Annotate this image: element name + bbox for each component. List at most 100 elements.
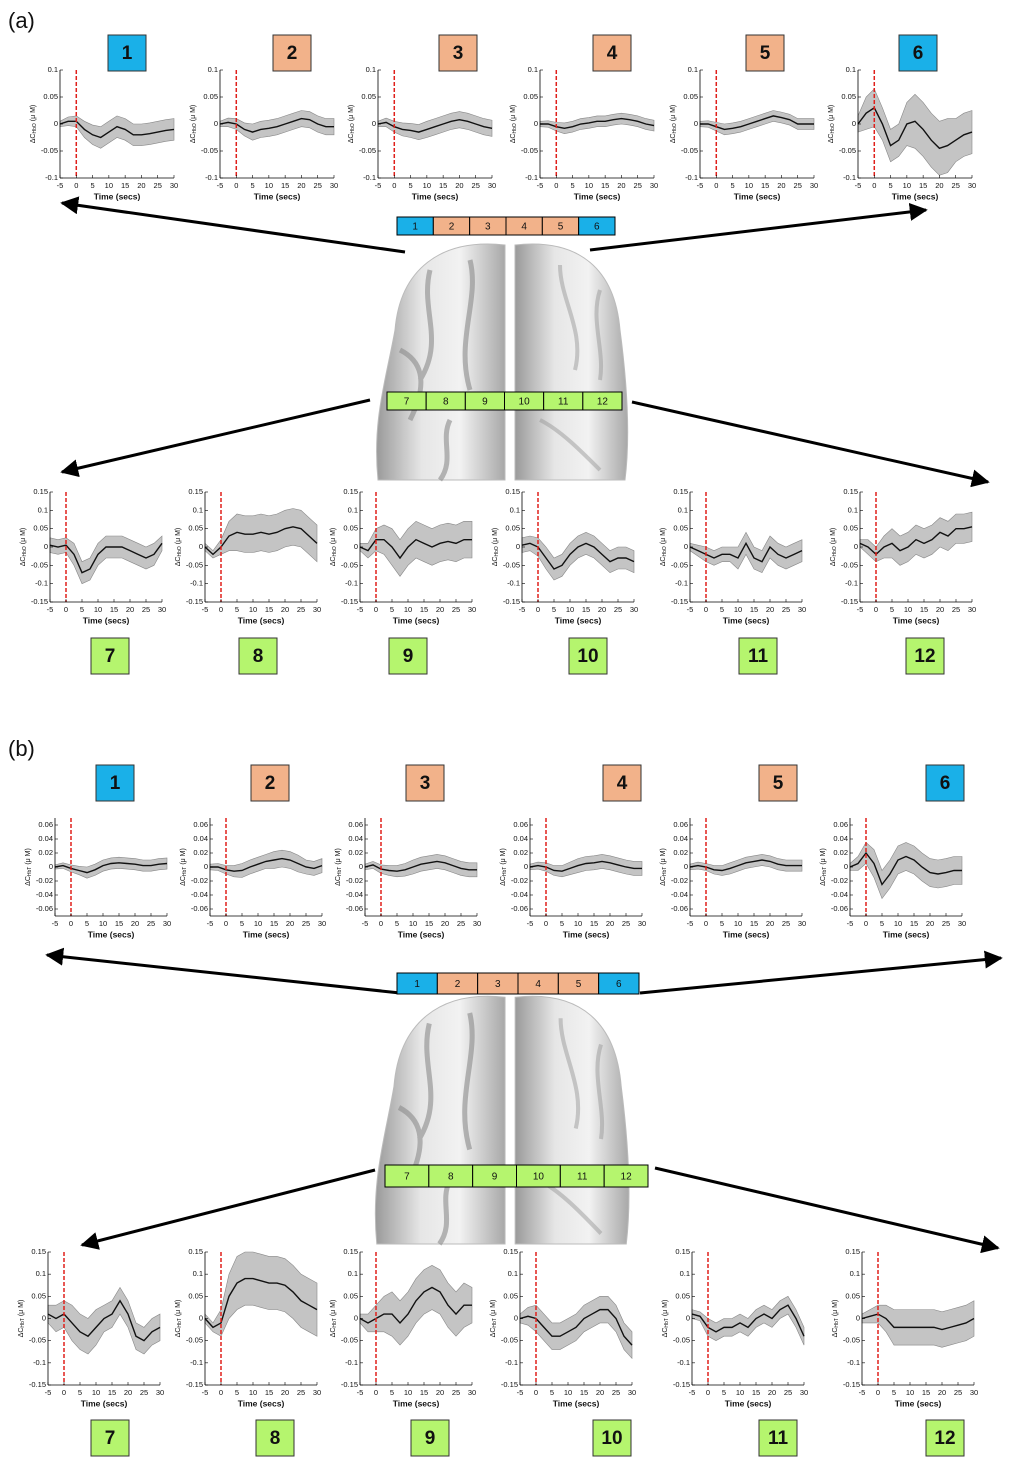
x-tick-label: 10 [105,181,113,190]
channel-label: 2 [455,979,461,990]
x-tick-label: 30 [958,919,966,928]
x-tick-label: 15 [110,605,118,614]
y-tick-label: -0.05 [501,1336,518,1345]
y-tick-label: 0.05 [673,524,688,533]
region-label: 3 [453,43,464,64]
y-axis-label: ΔCHbO(μ M) [330,528,338,567]
x-tick-label: 20 [935,181,943,190]
y-tick-label: 0.02 [193,848,208,857]
region-label: 9 [425,1428,436,1449]
y-tick-label: 0 [686,1313,690,1322]
y-tick-label: 0 [199,542,203,551]
x-tick-label: 15 [919,181,927,190]
y-tick-label: -0.06 [671,904,688,913]
y-label-symbol: ΔC [175,1328,182,1338]
x-tick-label: 30 [968,605,976,614]
x-tick-label: 30 [158,605,166,614]
x-tick-label: 20 [617,181,625,190]
x-tick-label: 25 [622,919,630,928]
x-axis-label: Time (secs) [883,929,930,939]
y-tick-label: -0.15 [673,1380,690,1389]
y-label-unit: (μ M) [828,105,835,121]
y-tick-label: 0.15 [188,1247,203,1256]
region-label: 5 [773,773,784,794]
x-tick-label: 25 [952,181,960,190]
x-tick-label: 5 [235,1388,239,1397]
y-tick-label: -0.06 [36,904,53,913]
y-tick-label: 0 [514,1313,518,1322]
x-tick-label: 25 [297,605,305,614]
channel-label: 10 [533,1172,545,1183]
y-tick-label: -0.05 [503,560,520,569]
x-tick-label: -5 [517,1388,524,1397]
y-tick-label: 0.15 [505,487,520,496]
y-tick-label: -0.05 [841,560,858,569]
x-tick-label: 25 [314,181,322,190]
x-tick-label: 15 [281,181,289,190]
error-band [360,1265,472,1345]
region-label: 8 [270,1428,281,1449]
x-tick-label: 0 [234,181,238,190]
y-tick-label: -0.05 [843,1336,860,1345]
y-label-sub: HbT [502,867,508,876]
y-tick-label: 0.1 [36,1269,46,1278]
x-tick-label: 0 [69,919,73,928]
y-tick-label: 0.04 [348,834,363,843]
x-tick-label: 5 [888,181,892,190]
y-label-sub: HbT [662,867,668,876]
x-tick-label: 30 [330,181,338,190]
error-band [205,509,317,562]
brain [377,244,628,480]
x-tick-label: -5 [519,605,526,614]
x-tick-label: 0 [64,605,68,614]
region-label: 2 [287,43,298,64]
y-tick-label: -0.1 [345,1358,358,1367]
y-tick-label: 0.05 [43,92,58,101]
x-axis-label: Time (secs) [553,1398,600,1408]
y-label-sub: HbO [662,546,668,556]
y-tick-label: 0.02 [673,848,688,857]
y-tick-label: -0.15 [671,597,688,606]
x-tick-label: 15 [265,605,273,614]
x-tick-label: 10 [265,181,273,190]
y-label-symbol: ΔC [20,557,27,567]
x-tick-label: 0 [74,181,78,190]
region-label: 6 [913,43,924,64]
y-tick-label: 0.15 [843,487,858,496]
region-label: 6 [940,773,951,794]
y-axis-label: ΔCHbO(μ M) [510,105,518,144]
x-tick-label: -5 [357,605,364,614]
y-tick-label: -0.05 [359,146,376,155]
region-label: 12 [934,1428,955,1449]
y-tick-label: 0.15 [31,1247,46,1256]
y-tick-label: 0.05 [843,524,858,533]
y-tick-label: -0.05 [29,1336,46,1345]
region-label: 12 [914,646,935,667]
y-label-unit: (μ M) [330,1300,337,1316]
y-label-symbol: ΔC [492,557,499,567]
y-tick-label: -0.15 [31,597,48,606]
y-label-unit: (μ M) [662,1300,669,1316]
y-axis-label: ΔCHbO(μ M) [20,528,28,567]
region-label: 1 [122,43,133,64]
y-tick-label: -0.05 [341,1336,358,1345]
x-tick-label: 25 [472,181,480,190]
error-band [50,536,162,584]
x-tick-label: 20 [766,919,774,928]
x-axis-label: Time (secs) [393,1398,440,1408]
channel-label: 5 [558,222,564,233]
y-tick-label: 0 [524,862,528,871]
x-axis-label: Time (secs) [393,615,440,625]
x-tick-label: 0 [714,181,718,190]
y-axis-label: ΔCHbO(μ M) [828,105,836,144]
channel-label: 11 [577,1172,588,1183]
x-tick-label: 20 [598,605,606,614]
channel-label: 1 [412,222,418,233]
x-tick-label: 25 [154,181,162,190]
y-tick-label: 0.05 [841,92,856,101]
x-tick-label: 20 [926,919,934,928]
x-tick-label: 30 [968,181,976,190]
y-tick-label: -0.1 [190,1358,203,1367]
x-tick-label: 5 [90,181,94,190]
y-tick-label: 0 [684,862,688,871]
